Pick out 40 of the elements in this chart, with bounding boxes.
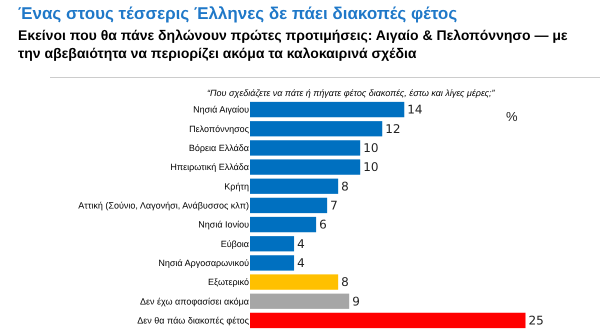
- y-tick-label: Νησιά Ιονίου: [198, 220, 250, 230]
- y-tick-label: Νησιά Αργοσαρωνικού: [158, 258, 250, 268]
- data-label: 12: [385, 122, 401, 136]
- y-tick-label: Εξωτερικό: [208, 277, 249, 288]
- data-label: 4: [297, 236, 305, 251]
- data-label: 10: [363, 140, 378, 155]
- y-tick-label: Ηπειρωτική Ελλάδα: [170, 162, 249, 172]
- y-tick-label: Νησιά Αιγαίου: [193, 104, 250, 115]
- y-tick-label: Δεν έχω αποφασίσει ακόμα: [140, 296, 249, 306]
- bar: [250, 216, 316, 232]
- bar: [250, 236, 294, 252]
- bar: [250, 255, 294, 271]
- bar: [250, 198, 328, 214]
- data-label: 25: [528, 313, 544, 328]
- y-tick-label: Αττική (Σούνιο, Λαγονήσι, Ανάβυσσος κλπ): [78, 200, 249, 211]
- annotation: %: [506, 109, 518, 124]
- data-label: 9: [352, 294, 360, 308]
- bar: [250, 294, 350, 309]
- text: “Που σχεδιάζετε να πάτε ή πήγατε φέτος διακοπές, έστω και λίγες μέρες;”: [207, 88, 496, 98]
- bar: [250, 274, 338, 290]
- data-label: 4: [297, 256, 305, 270]
- bar: [250, 312, 526, 328]
- data-label: 10: [363, 160, 378, 174]
- chart-title: Ένας στους τέσσερις Έλληνες δε πάει διακοπές φέτος: [18, 4, 458, 24]
- y-tick-label: Εύβοια: [220, 238, 249, 249]
- data-label: 8: [341, 275, 349, 290]
- y-tick-label: Κρήτη: [224, 181, 249, 192]
- data-label: 8: [341, 179, 349, 194]
- bar: [250, 102, 404, 118]
- data-label: 6: [319, 218, 327, 232]
- bar: [250, 140, 360, 156]
- y-tick-label: Δεν θα πάω διακοπές φέτος: [137, 316, 250, 326]
- bar: [250, 178, 338, 194]
- chart-subtitle: Εκείνοι που θα πάνε δηλώνουν πρώτες προτιμήσεις: Αιγαίο & Πελοπόννησο — με την αβεβαιότητα να περιορίζει ακόμα τα καλοκαιρινά σχέδια: [18, 26, 569, 62]
- data-label: 14: [407, 102, 423, 117]
- data-label: 7: [330, 198, 338, 212]
- y-tick-label: Πελοπόννησος: [189, 124, 250, 134]
- y-tick-label: Βόρεια Ελλάδα: [188, 143, 249, 154]
- bar: [250, 159, 360, 175]
- bar: [250, 121, 382, 136]
